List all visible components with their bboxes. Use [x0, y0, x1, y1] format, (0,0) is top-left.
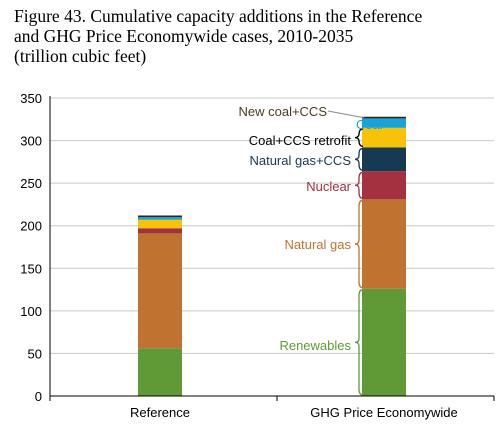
- y-axis-ticks: 0 50 100 150 200 250 300 350: [20, 91, 42, 404]
- segment-label-coal-ccs-retrofit: Coal+CCS retrofit: [249, 133, 352, 148]
- y-tick-label-200: 200: [20, 219, 42, 234]
- bar-1-natural-gas: [362, 199, 406, 289]
- segment-label-renewables: Renewables: [279, 338, 351, 353]
- category-label-1: GHG Price Economywide: [310, 405, 457, 420]
- brace-4: [354, 128, 364, 148]
- brace-0: [354, 289, 364, 396]
- segment-label-natural-gas-ccs: Natural gas+CCS: [249, 153, 351, 168]
- segment-label-coal: Coal: [356, 117, 383, 132]
- y-tick-label-350: 350: [20, 91, 42, 106]
- bars: [138, 116, 406, 396]
- axes: [49, 96, 495, 401]
- leader-line-new-coal-ccs: [327, 110, 365, 119]
- bar-1-nuclear: [362, 171, 406, 200]
- segment-label-new-coal-ccs: New coal+CCS: [238, 104, 327, 119]
- brace-3: [354, 147, 364, 171]
- bar-0-nuclear: [138, 228, 182, 234]
- segment-labels: Renewables Natural gas Nuclear Natural gas+…: [238, 104, 383, 396]
- brace-2: [354, 171, 364, 199]
- gridlines: [50, 97, 494, 354]
- bar-1-renewables: [362, 288, 406, 396]
- y-tick-label-250: 250: [20, 176, 42, 191]
- bar-0-new-coal-ccs: [138, 215, 182, 218]
- title-line-2: and GHG Price Economywide cases, 2010-20…: [14, 26, 354, 46]
- segment-label-nuclear: Nuclear: [306, 179, 351, 194]
- page-title: Figure 43. Cumulative capacity additions…: [14, 6, 494, 66]
- brace-1: [354, 199, 364, 289]
- segment-label-natural-gas: Natural gas: [285, 237, 352, 252]
- bar-0-coal-ccs-retrofit: [138, 219, 182, 229]
- bar-1-new-coal-ccs: [362, 116, 406, 119]
- bar-0-natural-gas: [138, 233, 182, 349]
- y-tick-label-150: 150: [20, 261, 42, 276]
- y-tick-label-300: 300: [20, 134, 42, 149]
- title-line-1: Figure 43. Cumulative capacity additions…: [14, 6, 423, 26]
- bar-1-natural-gas-ccs: [362, 147, 406, 172]
- y-tick-label-100: 100: [20, 304, 42, 319]
- bar-0-renewables: [138, 348, 182, 396]
- category-label-0: Reference: [130, 405, 190, 420]
- bar-1-coal-ccs-retrofit: [362, 127, 406, 148]
- y-tick-label-50: 50: [28, 346, 42, 361]
- bar-1-coal: [362, 118, 406, 128]
- bar-0-coal: [138, 217, 182, 220]
- title-line-3: (trillion cubic feet): [14, 46, 147, 66]
- y-tick-label-0: 0: [35, 389, 42, 404]
- category-labels: Reference GHG Price Economywide: [130, 405, 458, 420]
